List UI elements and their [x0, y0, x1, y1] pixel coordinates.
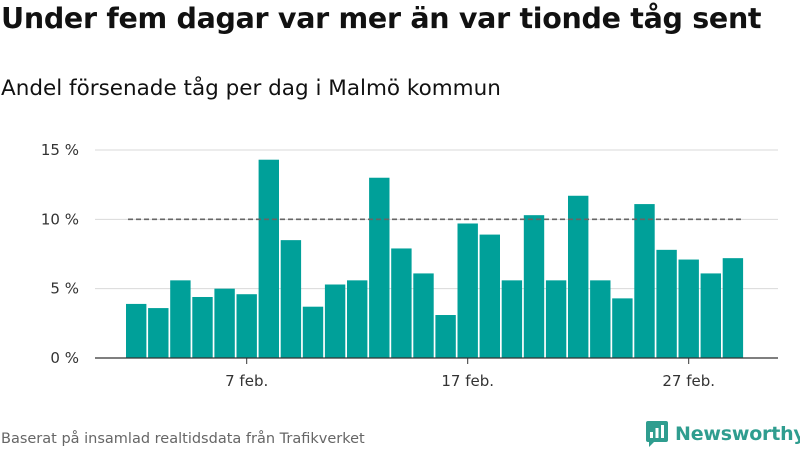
- bar: [700, 273, 721, 358]
- x-tick-label: 7 feb.: [225, 372, 268, 390]
- brand-name: Newsworthy: [675, 423, 800, 445]
- bar: [148, 308, 169, 358]
- bar: [634, 204, 655, 358]
- chart-subtitle: Andel försenade tåg per dag i Malmö komm…: [1, 76, 501, 101]
- bar: [656, 249, 677, 358]
- y-tick-label: 0 %: [50, 349, 79, 367]
- bar: [324, 284, 346, 358]
- bar: [258, 159, 279, 358]
- newsworthy-chat-icon: [646, 421, 668, 447]
- bar: [413, 273, 434, 358]
- y-tick-label: 15 %: [41, 141, 79, 159]
- y-tick-label: 5 %: [50, 280, 79, 298]
- bar: [568, 195, 589, 358]
- bar: [545, 280, 567, 358]
- chart-title: Under fem dagar var mer än var tionde tå…: [1, 2, 762, 35]
- source-note: Baserat på insamlad realtidsdata från Tr…: [1, 431, 365, 447]
- bar: [369, 177, 390, 358]
- newsworthy-logo: Newsworthy: [645, 419, 800, 449]
- bar-chart: 0 % 5 % 10 % 15 % 7 feb. 17 feb. 27 feb.: [41, 141, 778, 390]
- bar: [678, 259, 699, 358]
- bar: [501, 280, 523, 358]
- bar: [435, 315, 456, 358]
- bar: [612, 298, 633, 358]
- bar: [590, 280, 611, 358]
- bar: [479, 234, 500, 358]
- bar: [722, 258, 744, 358]
- y-tick-label: 10 %: [41, 210, 79, 228]
- bar: [126, 303, 147, 358]
- bar: [214, 288, 235, 358]
- bar: [170, 280, 191, 358]
- x-tick-label: 27 feb.: [662, 372, 715, 390]
- bar: [236, 294, 257, 358]
- x-tick-label: 17 feb.: [441, 372, 494, 390]
- bar: [280, 240, 302, 358]
- bar: [302, 306, 324, 358]
- bar: [391, 248, 412, 358]
- bar: [192, 296, 213, 358]
- bar: [523, 215, 545, 358]
- bar: [347, 280, 368, 358]
- bar: [457, 223, 478, 358]
